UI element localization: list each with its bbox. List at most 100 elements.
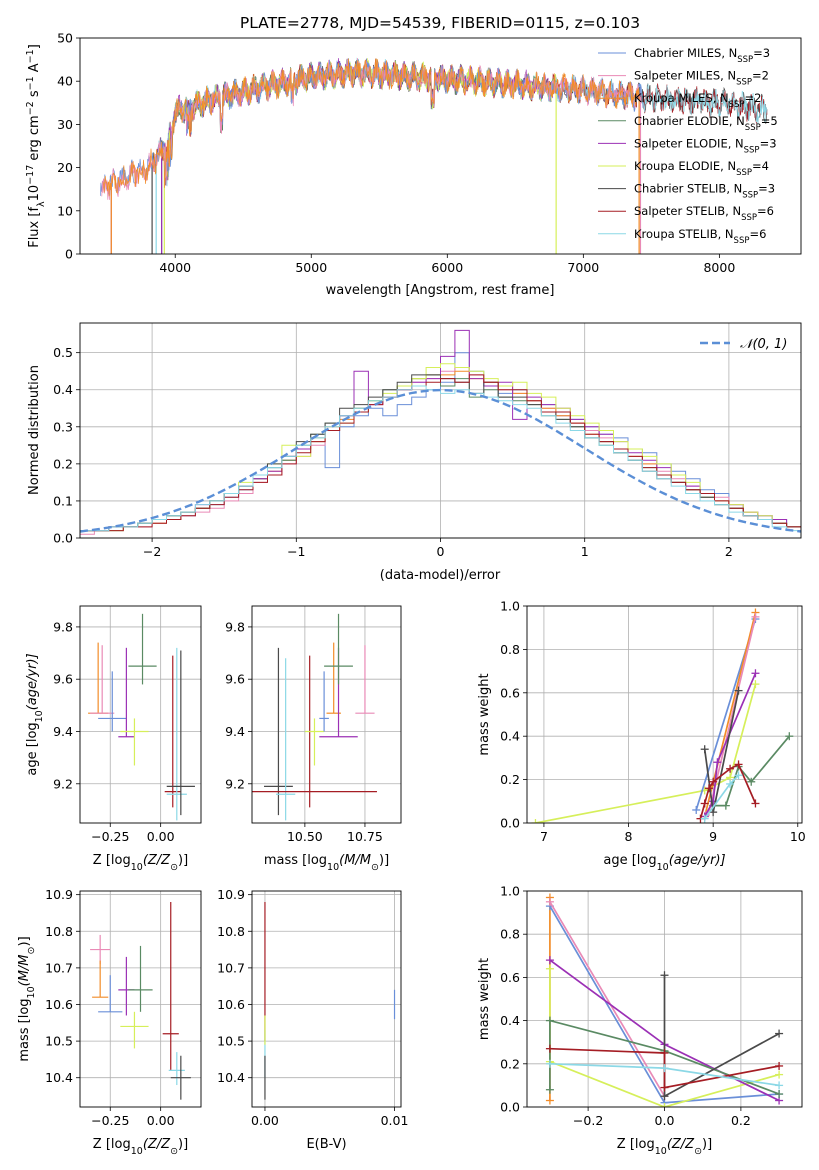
legend-name: Kroupa ELODIE, N: [634, 159, 736, 173]
x-axis-label-part: )]: [178, 853, 188, 868]
plot-area: [545, 893, 784, 1107]
y-tick-label: 10.4: [217, 1070, 245, 1085]
y-axis-label-part: −1: [25, 76, 36, 90]
plot-area: [100, 57, 768, 254]
mass-age-panel: 10.50 10.75 9.2 9.4 9.6 9.8 mass [log10(M/M⊙)]: [225, 605, 402, 873]
x-tick-label: 0.00: [147, 1113, 175, 1128]
x-axis-label-part: (Z/Z: [667, 1137, 695, 1152]
axes-frame: 10.50 10.75 9.2 9.4 9.6 9.8: [225, 605, 402, 844]
legend-sub: SSP: [741, 213, 757, 223]
legend-name: Kroupa MILES, N: [634, 91, 729, 105]
legend-name: Salpeter STELIB, N: [634, 204, 741, 218]
x-axis-label-part: 10: [131, 862, 143, 873]
axes-border: [79, 605, 202, 824]
legend-value: =3: [758, 182, 775, 196]
x-tick-label: −1: [287, 544, 305, 559]
legend-value: =3: [753, 46, 770, 60]
y-axis-label-part: −1: [25, 49, 36, 63]
x-axis-label: Z [log10(Z/Z⊙)]: [93, 1137, 188, 1157]
x-axis-label: mass [log10(M/M⊙)]: [264, 853, 389, 873]
x-axis-label-part: Z [log: [617, 1137, 655, 1152]
legend-sub: SSP: [744, 145, 760, 155]
x-tick-label: 8: [625, 829, 633, 844]
x-tick-label: 0.00: [251, 1113, 279, 1128]
legend-value: =3: [760, 136, 777, 150]
y-axis-label-part: ]: [27, 44, 42, 49]
x-axis-label-part: 10: [657, 862, 669, 873]
legend: 𝒩(0, 1): [700, 337, 787, 352]
x-axis-label: age [log10(age/yr)]: [603, 853, 725, 873]
legend-sub: SSP: [742, 191, 758, 201]
axes-frame: −0.2 0.0 0.2 0.0 0.2 0.4 0.6 0.8 1.0: [500, 884, 803, 1128]
axes-border: [251, 605, 402, 824]
y-axis-label-part: 10: [34, 710, 45, 722]
x-tick-label: 0.0: [655, 1113, 675, 1128]
y-tick-label: 0.4: [53, 382, 73, 397]
y-axis-label-part: (M/M: [17, 954, 32, 986]
x-axis-label: wavelength [Angstrom, rest frame]: [326, 283, 555, 298]
y-axis-label-part: ⊙: [26, 947, 37, 955]
x-tick-label: −2: [143, 544, 161, 559]
y-tick-label: 9.6: [225, 672, 245, 687]
z-age-panel: −0.25 0.009.29.49.69.8Z [log10(Z/Z⊙)]age …: [25, 605, 202, 873]
x-axis-label-part: ⊙: [694, 1146, 702, 1157]
axes-frame: 7 8 9 10 0.0 0.2 0.4 0.6 0.8 1.0: [500, 599, 806, 845]
x-tick-label: 8000: [703, 260, 735, 275]
legend-entry: Kroupa ELODIE, NSSP=4: [634, 159, 769, 178]
y-axis-label: mass [log10(M/M⊙)]: [17, 936, 37, 1061]
legend-entry: Kroupa STELIB, NSSP=6: [634, 227, 766, 246]
x-tick-label: 7000: [567, 260, 599, 275]
legend-value: =5: [761, 114, 778, 128]
axes-frame: 4000 5000 6000 7000 8000 0 10 20 30 40 50: [57, 31, 802, 275]
legend-value: =6: [749, 227, 766, 241]
y-axis-label: Normed distribution: [27, 365, 42, 495]
axes-border: [79, 890, 202, 1108]
y-tick-label: 0.6: [500, 970, 520, 985]
plot-area: [80, 329, 801, 538]
legend-entry: Chabrier MILES, NSSP=3: [634, 46, 770, 65]
legend-sub: SSP: [736, 78, 752, 88]
legend-entry: Chabrier STELIB, NSSP=3: [634, 182, 775, 201]
axes-border: [79, 37, 802, 255]
y-axis-label-part: age [log: [25, 722, 40, 775]
y-tick-label: 10.7: [45, 960, 73, 975]
y-tick-label: 9.4: [225, 724, 245, 739]
legend-entry: Salpeter MILES, NSSP=2: [634, 69, 769, 88]
y-tick-label: 1.0: [500, 599, 520, 614]
y-tick-label: 40: [57, 74, 73, 89]
x-axis-label-part: 10: [327, 862, 339, 873]
axes-border: [251, 890, 402, 1108]
y-tick-label: 9.8: [53, 619, 73, 634]
y-tick-label: 10.7: [217, 960, 245, 975]
legend-value: =4: [752, 159, 769, 173]
x-tick-label: 5000: [295, 260, 327, 275]
x-axis-label: E(B-V): [306, 1137, 346, 1152]
x-axis-label-part: ⊙: [371, 862, 379, 873]
y-tick-label: 50: [57, 31, 73, 46]
x-axis-label: (data-model)/error: [380, 568, 501, 583]
legend-entry: Salpeter STELIB, NSSP=6: [634, 204, 774, 223]
weight-line: [663, 975, 780, 1098]
axes-border: [526, 605, 803, 824]
y-tick-label: 10.4: [45, 1070, 73, 1085]
legend-sub: SSP: [729, 100, 745, 110]
legend-sub: SSP: [745, 123, 761, 133]
legend-sub: SSP: [734, 236, 750, 246]
y-tick-label: 10.9: [45, 887, 73, 902]
y-tick-label: 0.5: [53, 345, 73, 360]
y-axis-label-part: mass [log: [17, 998, 32, 1061]
axes-border: [79, 322, 802, 539]
y-tick-label: 9.6: [53, 672, 73, 687]
y-tick-label: 10.6: [217, 997, 245, 1012]
x-axis-label: Z [log10(Z/Z⊙)]: [617, 1137, 712, 1157]
y-tick-label: 9.8: [225, 619, 245, 634]
legend-value: =6: [757, 204, 774, 218]
legend-name: Chabrier MILES, N: [634, 46, 737, 60]
x-tick-label: 0.01: [381, 1113, 409, 1128]
legend-name: Salpeter ELODIE, N: [634, 136, 744, 150]
ebv-mass-panel: 0.00 0.01 10.4 10.5 10.6 10.7 10.8 10.9 E(B-V): [217, 887, 408, 1152]
y-tick-label: 0.3: [53, 419, 73, 434]
legend-entry: Chabrier ELODIE, NSSP=5: [634, 114, 778, 133]
